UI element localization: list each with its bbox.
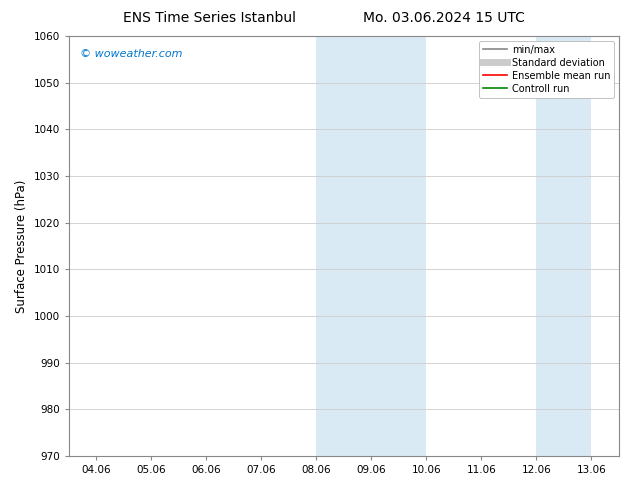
Y-axis label: Surface Pressure (hPa): Surface Pressure (hPa) [15, 179, 28, 313]
Text: ENS Time Series Istanbul: ENS Time Series Istanbul [123, 11, 295, 25]
Legend: min/max, Standard deviation, Ensemble mean run, Controll run: min/max, Standard deviation, Ensemble me… [479, 41, 614, 98]
Text: Mo. 03.06.2024 15 UTC: Mo. 03.06.2024 15 UTC [363, 11, 525, 25]
Bar [536, 36, 592, 456]
Bar [316, 36, 427, 456]
Text: © woweather.com: © woweather.com [80, 49, 183, 59]
